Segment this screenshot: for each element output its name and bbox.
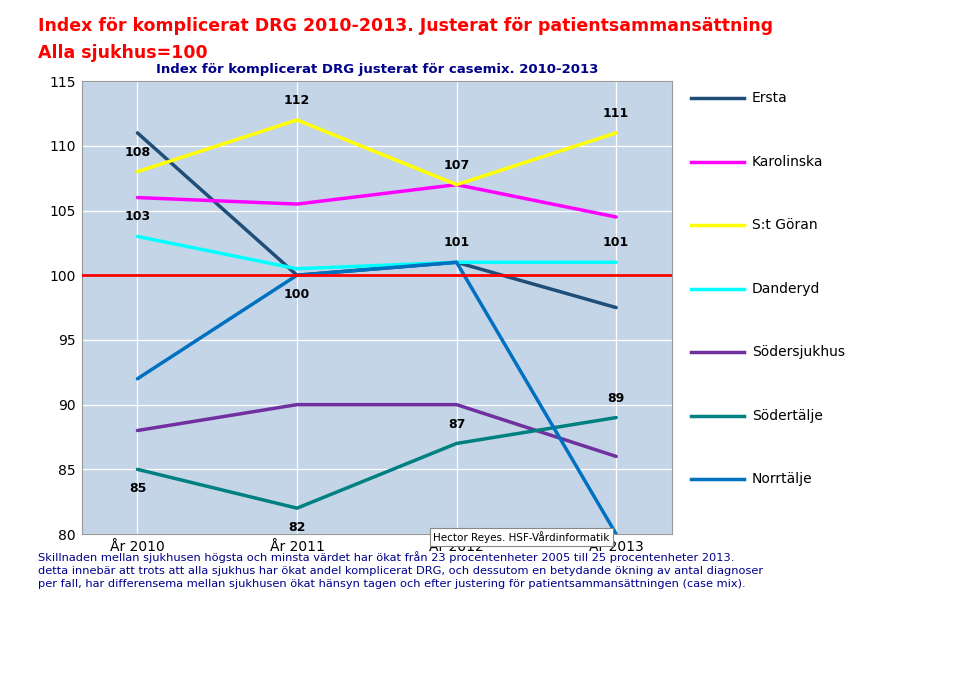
- Text: Södertälje: Södertälje: [752, 409, 823, 422]
- Text: Alla sjukhus=100: Alla sjukhus=100: [38, 44, 208, 62]
- Text: 107: 107: [444, 159, 469, 172]
- Text: 108: 108: [125, 146, 151, 159]
- Text: S:t Göran: S:t Göran: [752, 218, 817, 232]
- Text: Skillnaden mellan sjukhusen högsta och minsta värdet har ökat från 23 procentenh: Skillnaden mellan sjukhusen högsta och m…: [38, 551, 763, 589]
- Text: 111: 111: [603, 107, 629, 120]
- Text: 85: 85: [129, 482, 146, 496]
- Text: Hector Reyes. HSF-Vårdinformatik: Hector Reyes. HSF-Vårdinformatik: [433, 531, 610, 543]
- Text: 100: 100: [284, 288, 310, 301]
- Title: Index för komplicerat DRG justerat för casemix. 2010-2013: Index för komplicerat DRG justerat för c…: [156, 63, 598, 76]
- Text: 103: 103: [125, 210, 151, 224]
- Text: Norrtälje: Norrtälje: [752, 473, 812, 486]
- Text: 112: 112: [284, 94, 310, 107]
- Text: Ersta: Ersta: [752, 91, 787, 105]
- Text: Södersjukhus: Södersjukhus: [752, 345, 845, 359]
- Text: 101: 101: [603, 237, 629, 249]
- Text: 87: 87: [448, 418, 466, 431]
- Text: Danderyd: Danderyd: [752, 282, 820, 295]
- Text: 82: 82: [288, 521, 305, 534]
- Text: Karolinska: Karolinska: [752, 155, 823, 168]
- Text: 89: 89: [608, 391, 625, 405]
- Text: Index för komplicerat DRG 2010-2013. Justerat för patientsammansättning: Index för komplicerat DRG 2010-2013. Jus…: [38, 17, 774, 35]
- Text: 101: 101: [444, 237, 469, 249]
